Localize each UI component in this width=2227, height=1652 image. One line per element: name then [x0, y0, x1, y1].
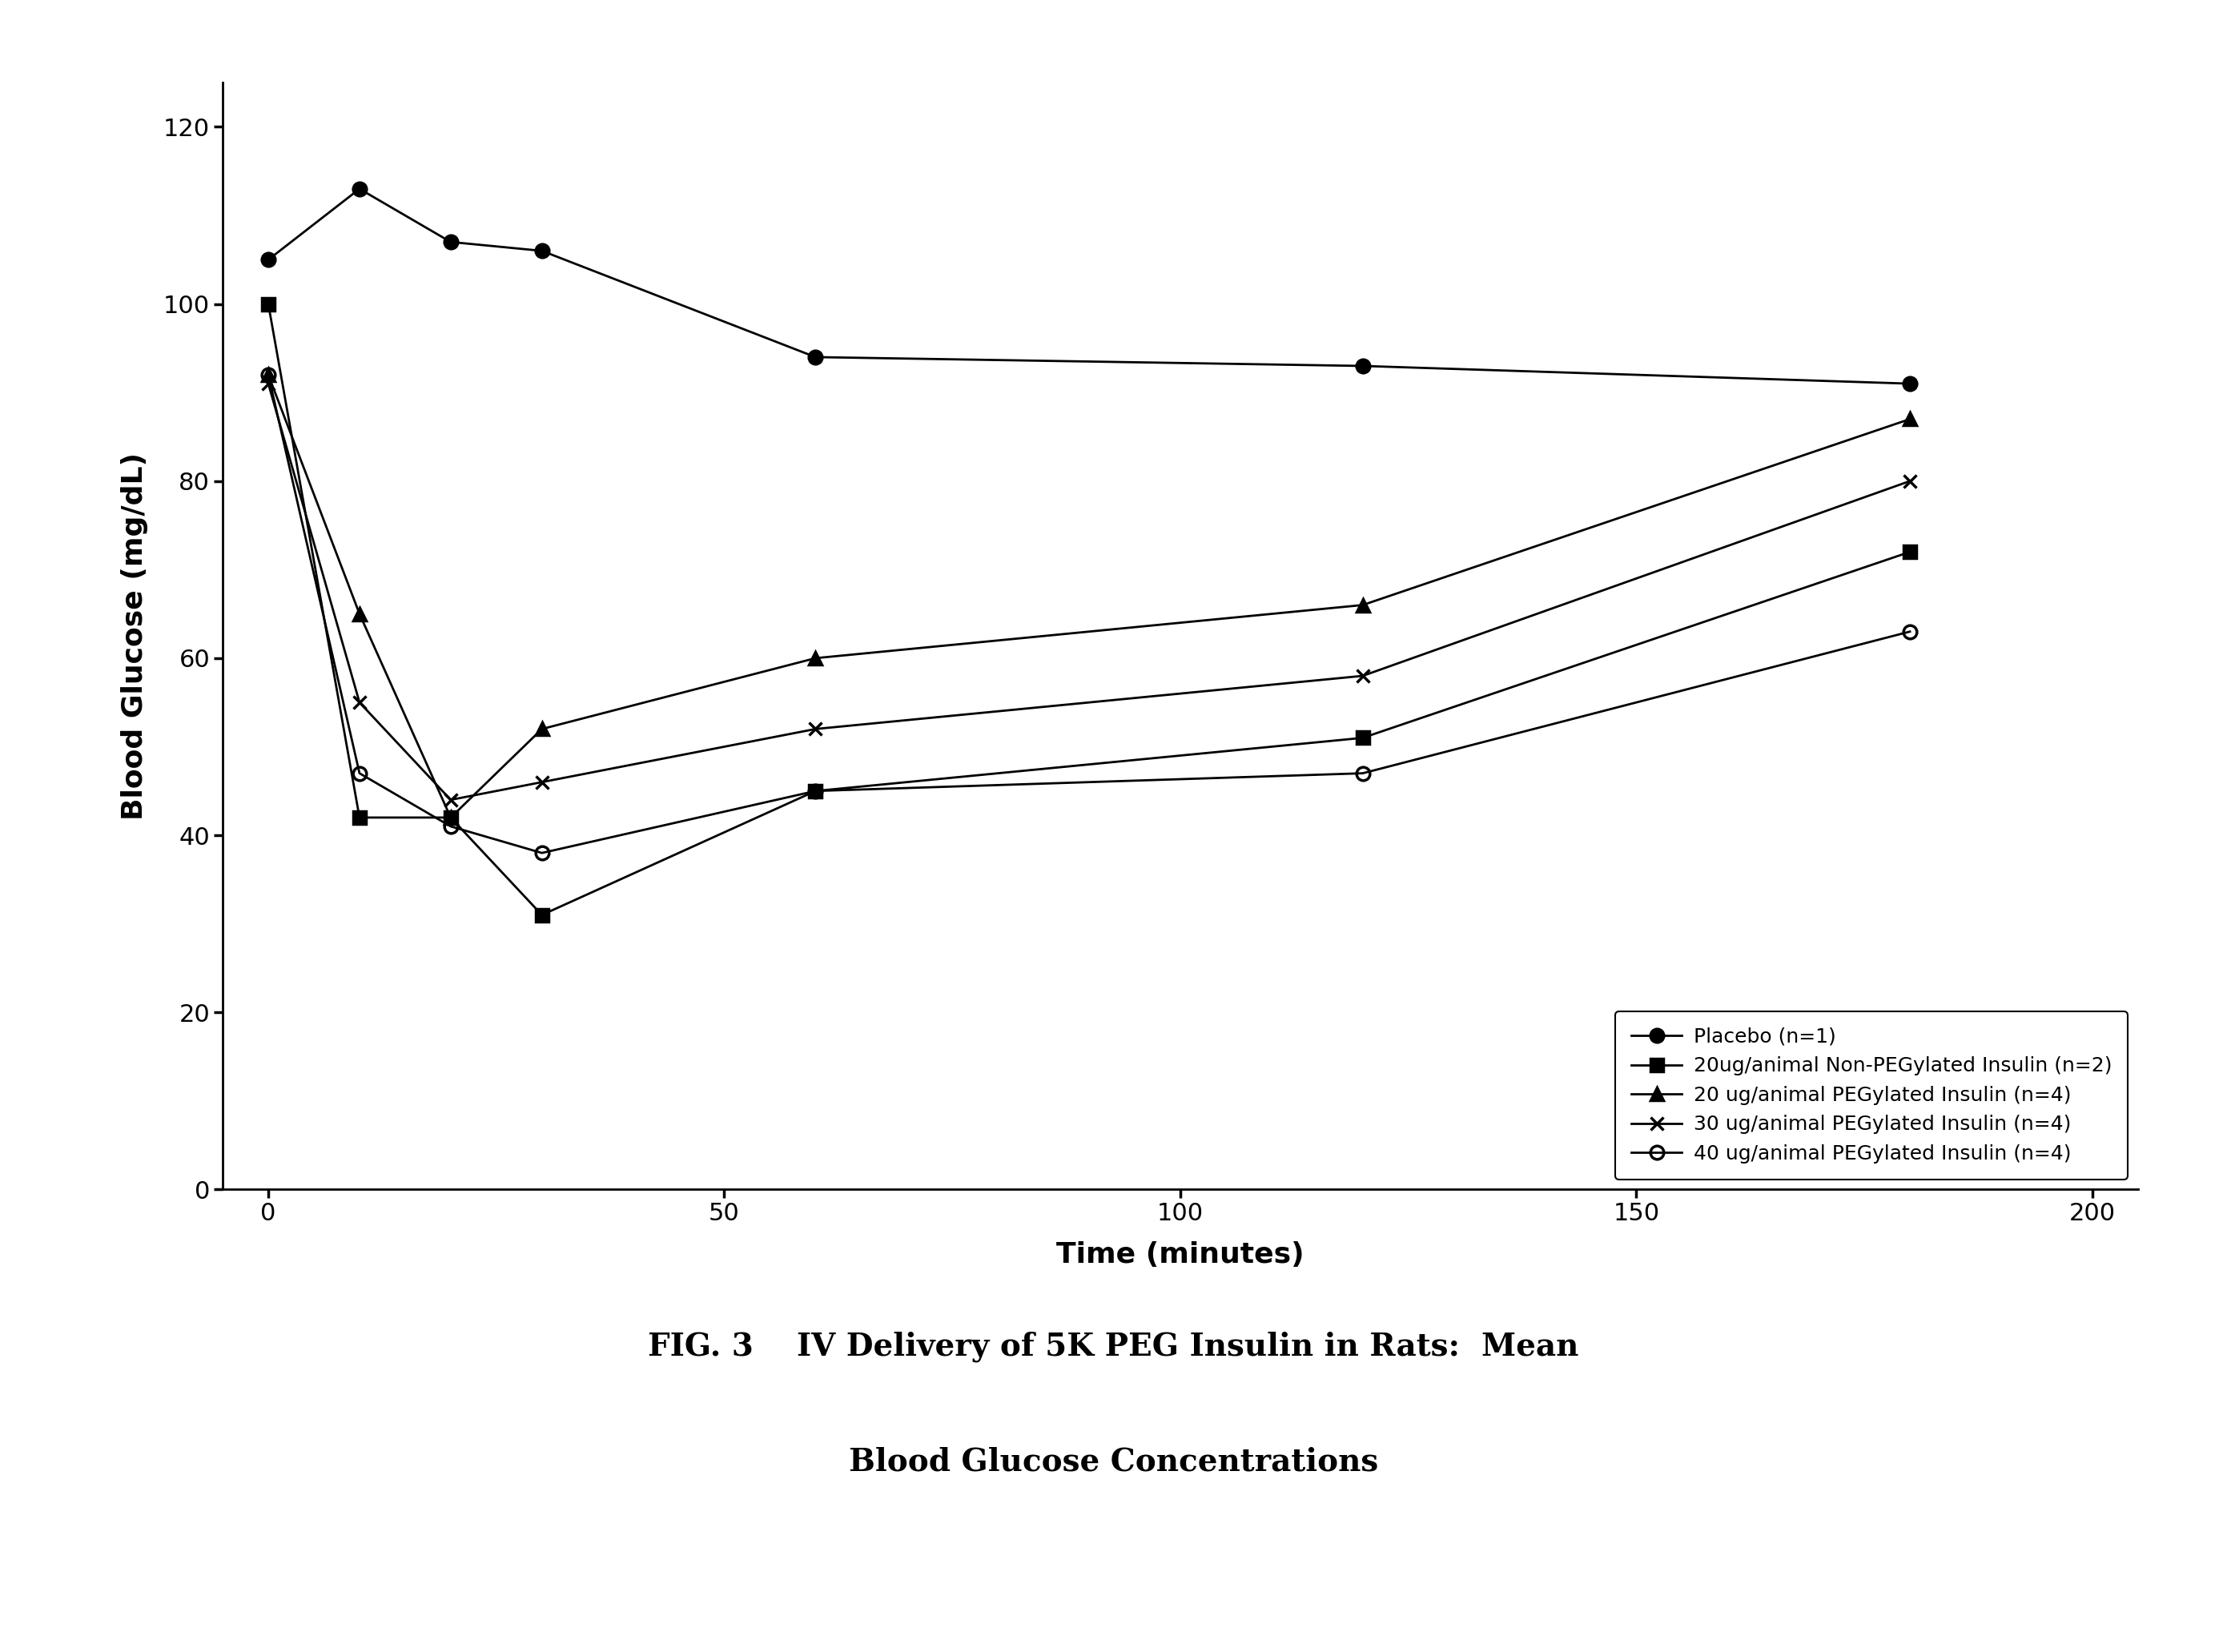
- 20 ug/animal PEGylated Insulin (n=4): [1350, 595, 1376, 615]
- 30 ug/animal PEGylated Insulin (n=4): [1897, 471, 1924, 491]
- 20 ug/animal PEGylated Insulin (n=4): [436, 808, 463, 828]
- 40 ug/animal PEGylated Insulin (n=4): [528, 843, 555, 862]
- Line: Placebo (n=1): Placebo (n=1): [261, 182, 1917, 390]
- 20 ug/animal PEGylated Insulin (n=4): [802, 648, 828, 667]
- Placebo (n=1): [254, 249, 281, 269]
- Text: FIG. 3    IV Delivery of 5K PEG Insulin in Rats:  Mean: FIG. 3 IV Delivery of 5K PEG Insulin in …: [648, 1332, 1579, 1361]
- 30 ug/animal PEGylated Insulin (n=4): [345, 692, 372, 712]
- Line: 40 ug/animal PEGylated Insulin (n=4): 40 ug/animal PEGylated Insulin (n=4): [261, 368, 1917, 859]
- Placebo (n=1): [345, 178, 372, 198]
- Line: 20ug/animal Non-PEGylated Insulin (n=2): 20ug/animal Non-PEGylated Insulin (n=2): [261, 297, 1917, 922]
- Line: 30 ug/animal PEGylated Insulin (n=4): 30 ug/animal PEGylated Insulin (n=4): [261, 377, 1917, 806]
- Placebo (n=1): [1350, 357, 1376, 377]
- 30 ug/animal PEGylated Insulin (n=4): [1350, 666, 1376, 686]
- 30 ug/animal PEGylated Insulin (n=4): [254, 373, 281, 393]
- 40 ug/animal PEGylated Insulin (n=4): [345, 763, 372, 783]
- Placebo (n=1): [1897, 373, 1924, 393]
- 20ug/animal Non-PEGylated Insulin (n=2): [528, 905, 555, 925]
- 20ug/animal Non-PEGylated Insulin (n=2): [802, 781, 828, 801]
- Legend: Placebo (n=1), 20ug/animal Non-PEGylated Insulin (n=2), 20 ug/animal PEGylated I: Placebo (n=1), 20ug/animal Non-PEGylated…: [1615, 1011, 2129, 1180]
- 40 ug/animal PEGylated Insulin (n=4): [436, 816, 463, 836]
- 20ug/animal Non-PEGylated Insulin (n=2): [254, 294, 281, 314]
- Y-axis label: Blood Glucose (mg/dL): Blood Glucose (mg/dL): [120, 453, 147, 819]
- 20ug/animal Non-PEGylated Insulin (n=2): [345, 808, 372, 828]
- Placebo (n=1): [436, 231, 463, 251]
- 30 ug/animal PEGylated Insulin (n=4): [436, 790, 463, 809]
- 30 ug/animal PEGylated Insulin (n=4): [802, 719, 828, 738]
- Placebo (n=1): [802, 347, 828, 367]
- 20ug/animal Non-PEGylated Insulin (n=2): [1350, 729, 1376, 748]
- 20 ug/animal PEGylated Insulin (n=4): [345, 605, 372, 624]
- Line: 20 ug/animal PEGylated Insulin (n=4): 20 ug/animal PEGylated Insulin (n=4): [261, 368, 1917, 824]
- 40 ug/animal PEGylated Insulin (n=4): [254, 365, 281, 385]
- 40 ug/animal PEGylated Insulin (n=4): [802, 781, 828, 801]
- 20 ug/animal PEGylated Insulin (n=4): [528, 719, 555, 738]
- 20ug/animal Non-PEGylated Insulin (n=2): [436, 808, 463, 828]
- 20 ug/animal PEGylated Insulin (n=4): [1897, 410, 1924, 430]
- 20 ug/animal PEGylated Insulin (n=4): [254, 365, 281, 385]
- X-axis label: Time (minutes): Time (minutes): [1056, 1241, 1305, 1269]
- 40 ug/animal PEGylated Insulin (n=4): [1350, 763, 1376, 783]
- 40 ug/animal PEGylated Insulin (n=4): [1897, 621, 1924, 641]
- Text: Blood Glucose Concentrations: Blood Glucose Concentrations: [848, 1447, 1379, 1477]
- 30 ug/animal PEGylated Insulin (n=4): [528, 771, 555, 791]
- Placebo (n=1): [528, 241, 555, 261]
- 20ug/animal Non-PEGylated Insulin (n=2): [1897, 542, 1924, 562]
